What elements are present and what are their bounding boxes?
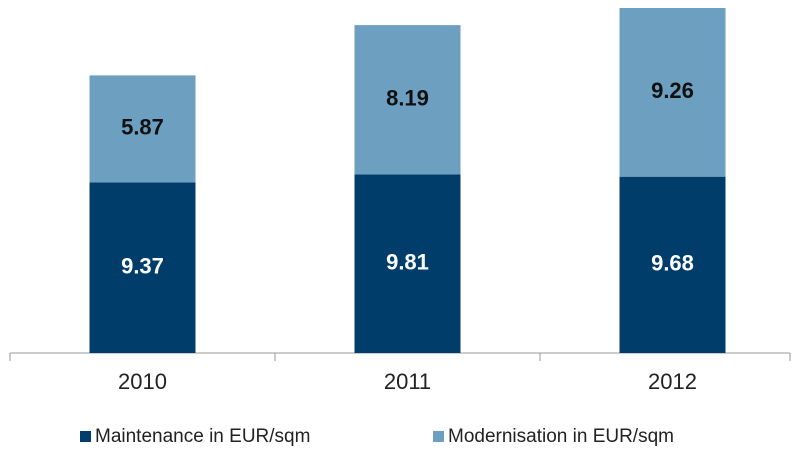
data-label: 9.26 bbox=[651, 78, 694, 103]
data-label: 5.87 bbox=[121, 115, 164, 140]
data-label: 9.37 bbox=[121, 253, 164, 278]
legend-label: Maintenance in EUR/sqm bbox=[95, 426, 310, 447]
data-label: 8.19 bbox=[386, 86, 429, 111]
x-tick-label: 2010 bbox=[118, 369, 167, 394]
data-label: 9.81 bbox=[386, 249, 429, 274]
bar-segment bbox=[354, 25, 461, 175]
legend-swatch bbox=[80, 431, 91, 442]
bar-segment bbox=[619, 176, 726, 353]
legend-label: Modernisation in EUR/sqm bbox=[448, 426, 674, 447]
bar-segment bbox=[89, 75, 196, 183]
bar-segment bbox=[619, 8, 726, 177]
bar-segment bbox=[89, 182, 196, 353]
x-tick-label: 2012 bbox=[648, 369, 697, 394]
bar-segment bbox=[354, 174, 461, 353]
data-label: 9.68 bbox=[651, 251, 694, 276]
legend-swatch bbox=[433, 431, 444, 442]
x-tick-label: 2011 bbox=[384, 369, 431, 394]
